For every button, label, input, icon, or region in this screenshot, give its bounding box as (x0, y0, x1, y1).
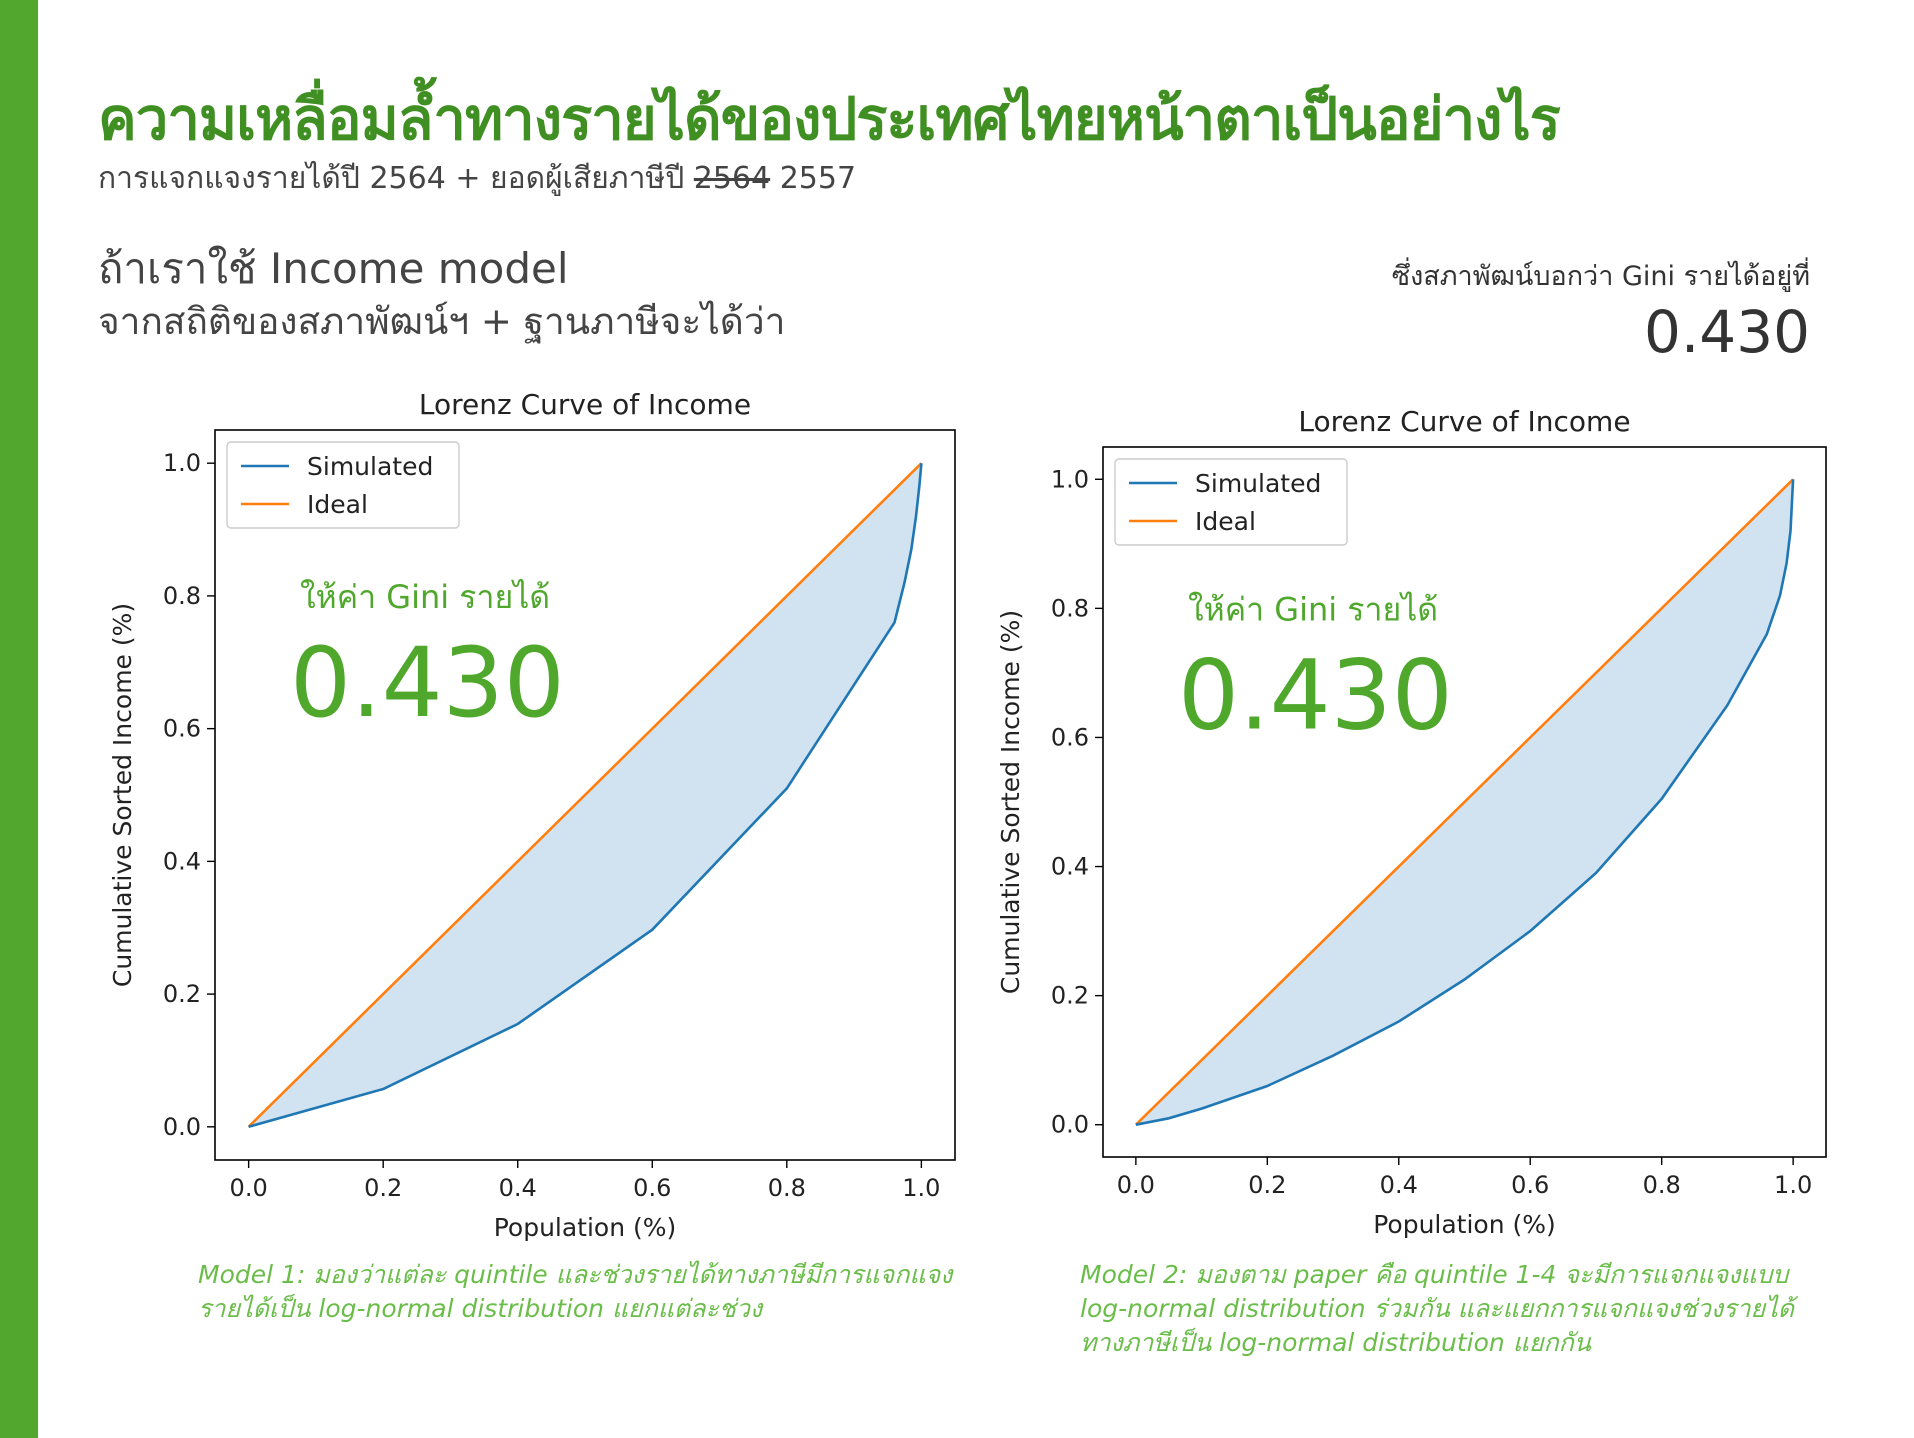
ideal-line (247, 462, 923, 1128)
chart-1: 0.0 0.2 0.4 0.6 0.8 1.0 0.0 0.2 0.4 0.6 0.8 1.0 Lore… (108, 388, 956, 1242)
chart-title: Lorenz Curve of Income (419, 388, 751, 421)
official-gini-value: 0.430 (1643, 298, 1810, 366)
y-tick-label: 0.4 (163, 847, 201, 875)
x-tick-label: 0.4 (499, 1174, 537, 1202)
legend-simulated-label: Simulated (307, 452, 433, 481)
subtitle-struck-year: 2564 (693, 161, 771, 196)
plot-frame (1102, 446, 1827, 1158)
page-title: ความเหลื่อมล้ำทางรายได้ของประเทศไทยหน้าต… (98, 85, 1561, 153)
y-tick-label: 0.6 (1051, 723, 1089, 751)
x-tick-label: 0.0 (1117, 1171, 1155, 1199)
simulated-line (248, 463, 923, 1129)
lead-line-2: จากสถิติของสภาพัฒน์ฯ + ฐานภาษีจะได้ว่า (98, 300, 786, 343)
page-subtitle: การแจกแจงรายได้ปี 2564 + ยอดผู้เสียภาษีป… (98, 155, 856, 202)
x-tick-label: 0.6 (1511, 1171, 1549, 1199)
x-tick-label: 1.0 (1774, 1171, 1812, 1199)
x-tick-label: 0.0 (230, 1174, 268, 1202)
y-tick-label: 0.2 (1051, 982, 1089, 1010)
chart-2-caption: Model 2: มองตาม paper คือ quintile 1-4 จ… (1080, 1260, 1795, 1357)
y-axis-label: Cumulative Sorted Income (%) (108, 603, 137, 987)
gini-annotation-label: ให้ค่า Gini รายได้ (1188, 590, 1438, 628)
x-tick-label: 0.2 (1248, 1171, 1286, 1199)
lead-line-1: ถ้าเราใช้ Income model (98, 244, 569, 293)
legend-box (1114, 458, 1348, 546)
x-tick-label: 0.8 (768, 1174, 806, 1202)
y-tick-label: 0.0 (163, 1113, 201, 1141)
x-tick-label: 1.0 (902, 1174, 940, 1202)
y-tick-label: 1.0 (163, 449, 201, 477)
chart-2: 0.0 0.2 0.4 0.6 0.8 1.0 0.0 0.2 0.4 0.6 0.8 1.0 Lore… (996, 405, 1827, 1239)
side-accent-bar (0, 0, 38, 1438)
simulated-line (1135, 479, 1795, 1126)
gini-annotation-label: ให้ค่า Gini รายได้ (300, 578, 550, 616)
subtitle-prefix: การแจกแจงรายได้ปี 2564 + ยอดผู้เสียภาษีป… (98, 161, 685, 196)
x-tick-label: 0.2 (364, 1174, 402, 1202)
legend-simulated-label: Simulated (1195, 469, 1321, 498)
subtitle-year: 2557 (779, 161, 857, 196)
y-tick-label: 0.2 (163, 980, 201, 1008)
y-tick-label: 0.0 (1051, 1111, 1089, 1139)
chart-1-caption: Model 1: มองว่าแต่ละ quintile และช่วงราย… (198, 1260, 953, 1323)
x-axis-label: Population (%) (494, 1213, 677, 1242)
official-gini-label: ซึ่งสภาพัฒน์บอกว่า Gini รายได้อยู่ที่ (1391, 261, 1810, 292)
y-axis-label: Cumulative Sorted Income (%) (996, 610, 1025, 994)
chart-title: Lorenz Curve of Income (1298, 405, 1630, 438)
y-tick-label: 0.8 (163, 582, 201, 610)
x-axis-label: Population (%) (1373, 1210, 1556, 1239)
y-tick-label: 1.0 (1051, 465, 1089, 493)
ideal-line (1134, 478, 1795, 1126)
legend-ideal-label: Ideal (307, 490, 368, 519)
x-tick-label: 0.4 (1380, 1171, 1418, 1199)
legend-box (226, 441, 460, 529)
x-tick-label: 0.8 (1643, 1171, 1681, 1199)
y-tick-label: 0.4 (1051, 853, 1089, 881)
legend-ideal-label: Ideal (1195, 507, 1256, 536)
y-tick-label: 0.6 (163, 715, 201, 743)
y-tick-label: 0.8 (1051, 594, 1089, 622)
gini-annotation-value: 0.430 (1178, 639, 1453, 751)
plot-frame (214, 429, 956, 1161)
gini-annotation-value: 0.430 (290, 627, 565, 739)
x-tick-label: 0.6 (633, 1174, 671, 1202)
